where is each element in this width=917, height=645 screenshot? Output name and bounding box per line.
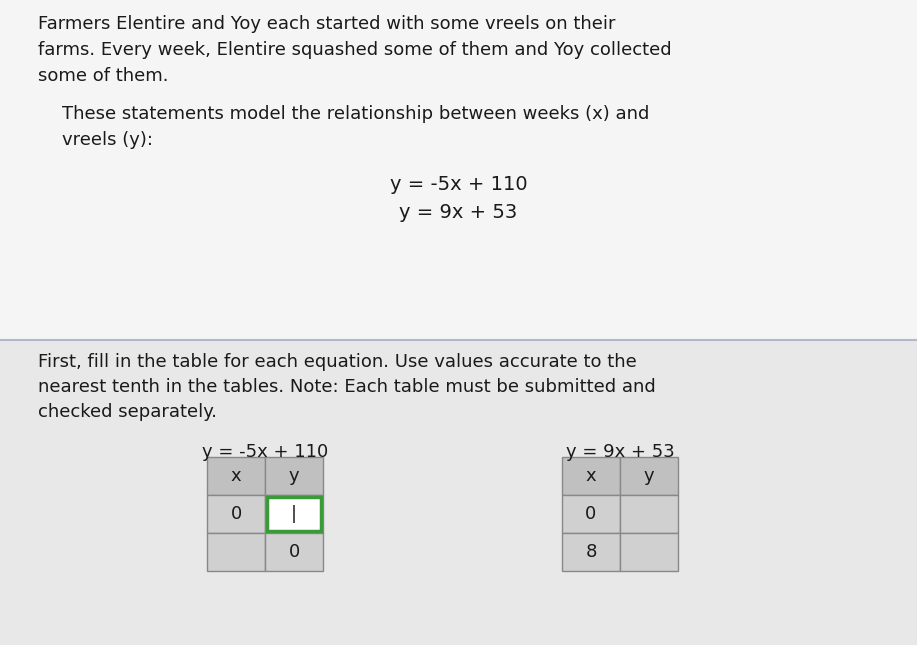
Text: |: | bbox=[291, 505, 297, 523]
Text: y = 9x + 53: y = 9x + 53 bbox=[400, 203, 517, 222]
Text: farms. Every week, Elentire squashed some of them and Yoy collected: farms. Every week, Elentire squashed som… bbox=[38, 41, 671, 59]
Text: 0: 0 bbox=[585, 505, 597, 523]
Bar bbox=[620, 457, 678, 495]
Bar bbox=[562, 495, 620, 533]
Text: y = -5x + 110: y = -5x + 110 bbox=[390, 175, 527, 194]
Text: checked separately.: checked separately. bbox=[38, 403, 217, 421]
Text: 0: 0 bbox=[230, 505, 241, 523]
Text: y = -5x + 110: y = -5x + 110 bbox=[202, 443, 328, 461]
Bar bbox=[207, 457, 265, 495]
Text: y = 9x + 53: y = 9x + 53 bbox=[566, 443, 674, 461]
Text: y: y bbox=[289, 467, 299, 485]
Text: 0: 0 bbox=[288, 543, 300, 561]
Text: vreels (y):: vreels (y): bbox=[62, 131, 153, 149]
Bar bbox=[562, 457, 620, 495]
Text: Farmers Elentire and Yoy each started with some vreels on their: Farmers Elentire and Yoy each started wi… bbox=[38, 15, 615, 33]
Bar bbox=[265, 495, 323, 533]
Text: some of them.: some of them. bbox=[38, 67, 169, 85]
Text: First, fill in the table for each equation. Use values accurate to the: First, fill in the table for each equati… bbox=[38, 353, 636, 371]
Bar bbox=[0, 340, 917, 645]
Bar bbox=[265, 457, 323, 495]
Text: nearest tenth in the tables. Note: Each table must be submitted and: nearest tenth in the tables. Note: Each … bbox=[38, 378, 656, 396]
Bar bbox=[207, 495, 265, 533]
Text: x: x bbox=[231, 467, 241, 485]
Text: 8: 8 bbox=[585, 543, 597, 561]
Bar bbox=[265, 533, 323, 571]
Bar bbox=[562, 533, 620, 571]
Text: x: x bbox=[586, 467, 596, 485]
Bar bbox=[0, 0, 917, 340]
Text: These statements model the relationship between weeks (x) and: These statements model the relationship … bbox=[62, 105, 649, 123]
Bar bbox=[620, 533, 678, 571]
Bar bbox=[207, 533, 265, 571]
Bar bbox=[267, 497, 321, 531]
Bar bbox=[620, 495, 678, 533]
Text: y: y bbox=[644, 467, 655, 485]
